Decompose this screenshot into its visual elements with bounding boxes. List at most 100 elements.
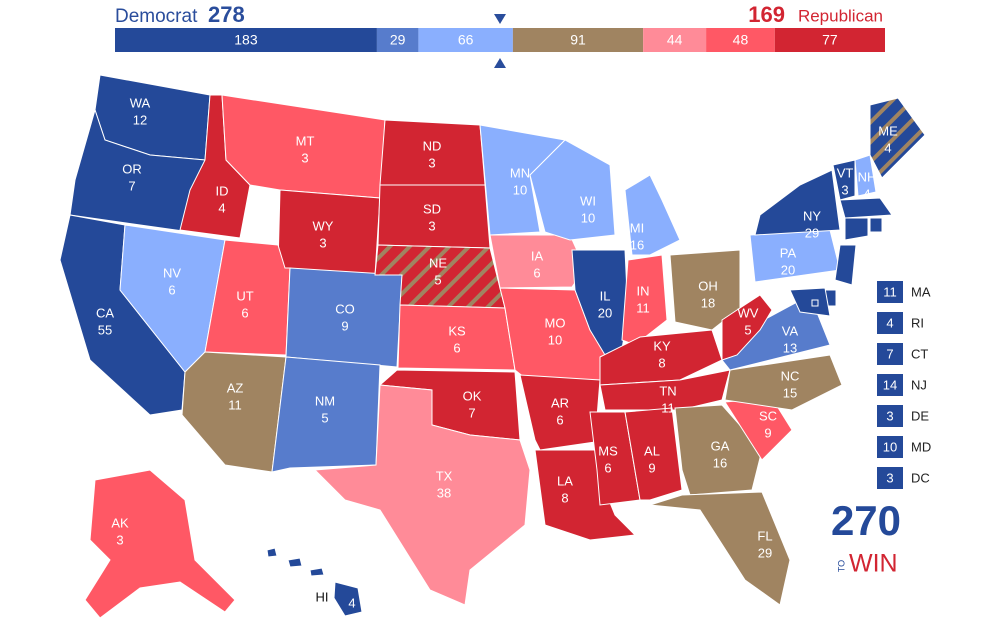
logo: 270 TO WIN <box>831 497 901 578</box>
state-shape <box>266 547 278 558</box>
state-votes: 11 <box>636 300 650 315</box>
state-votes: 5 <box>434 272 441 287</box>
seat-bar: 183 29 66 91 44 48 77 <box>115 28 885 52</box>
state-votes: 3 <box>116 532 123 547</box>
state-votes: 4 <box>218 200 225 215</box>
state-shape <box>621 254 668 346</box>
state-shape <box>69 108 206 233</box>
state-votes: 29 <box>805 225 819 240</box>
side-box <box>877 281 903 303</box>
state-abbr: VA <box>782 323 799 338</box>
state-abbr: PA <box>780 245 797 260</box>
state-abbr: AK <box>111 515 129 530</box>
bar-segment <box>643 28 707 52</box>
side-box <box>877 405 903 427</box>
logo-number: 270 <box>831 497 901 544</box>
side-votes: 10 <box>883 439 897 454</box>
state-abbr: NH <box>858 169 877 184</box>
state-abbr: WA <box>130 95 151 110</box>
state-votes: 6 <box>453 340 460 355</box>
state-votes: 5 <box>321 410 328 425</box>
bar-segment <box>376 28 419 52</box>
midpoint-arrow-bottom <box>494 58 506 68</box>
state-shape <box>377 184 491 249</box>
state-abbr: NC <box>781 368 800 383</box>
state-shape <box>519 374 601 451</box>
state-votes: 5 <box>744 322 751 337</box>
side-votes: 3 <box>886 408 893 423</box>
bar-segment-label: 77 <box>822 32 838 48</box>
state-votes: 6 <box>604 460 611 475</box>
state-shape <box>674 404 763 496</box>
state-votes: 11 <box>661 400 675 415</box>
state-votes: 20 <box>781 262 795 277</box>
state-votes: 20 <box>598 305 612 320</box>
state-shape <box>721 294 773 361</box>
state-abbr: OK <box>463 388 482 403</box>
bar-segment <box>418 28 513 52</box>
side-box <box>877 343 903 365</box>
side-abbr: MD <box>911 439 931 454</box>
state-abbr: TN <box>659 383 676 398</box>
bar-segment <box>774 28 885 52</box>
state-votes: 6 <box>533 265 540 280</box>
state-votes: 13 <box>783 340 797 355</box>
state-abbr: KS <box>448 323 466 338</box>
state-shape <box>832 159 856 201</box>
state-abbr: AR <box>551 395 569 410</box>
state-shape <box>869 97 926 179</box>
state-abbr: CO <box>335 301 355 316</box>
state-abbr: IN <box>637 283 650 298</box>
state-abbr: MN <box>510 165 530 180</box>
bar-segment-label: 48 <box>733 32 749 48</box>
state-abbr: SC <box>759 408 777 423</box>
state-votes: 4 <box>348 595 355 610</box>
state-votes: 3 <box>301 150 308 165</box>
states <box>59 74 926 619</box>
state-votes: 9 <box>764 425 771 440</box>
state-shape <box>624 174 681 256</box>
state-abbr: ID <box>216 183 229 198</box>
state-shape <box>333 581 363 617</box>
state-votes: 6 <box>556 412 563 427</box>
state-shape <box>869 217 883 233</box>
state-abbr: MT <box>296 133 315 148</box>
state-shape <box>271 356 381 473</box>
state-votes: 4 <box>863 186 870 201</box>
state-votes: 29 <box>758 545 772 560</box>
bar-segment-label: 29 <box>390 32 406 48</box>
state-shape <box>754 169 841 236</box>
rep-total: 169 <box>748 2 785 27</box>
state-shape <box>834 244 857 286</box>
state-votes: 8 <box>658 355 665 370</box>
state-shape <box>649 491 791 606</box>
state-abbr: NV <box>163 265 181 280</box>
state-abbr: FL <box>757 528 772 543</box>
state-abbr: VT <box>837 165 854 180</box>
state-votes: 7 <box>128 178 135 193</box>
state-votes: 12 <box>133 112 147 127</box>
state-votes: 6 <box>168 282 175 297</box>
logo-win: WIN <box>849 550 898 578</box>
state-shape <box>811 299 819 307</box>
state-abbr: WI <box>580 193 596 208</box>
side-abbr: DE <box>911 408 929 423</box>
state-shape <box>285 267 403 368</box>
state-votes: 16 <box>630 237 644 252</box>
bar-segment-label: 183 <box>234 32 258 48</box>
state-shape <box>529 139 616 241</box>
state-shape <box>309 567 325 577</box>
dem-label: Democrat <box>115 6 198 27</box>
state-abbr: IL <box>600 288 611 303</box>
state-abbr: OR <box>122 161 142 176</box>
rep-label: Republican <box>798 6 883 25</box>
state-abbr: MS <box>598 443 618 458</box>
dem-total: 278 <box>208 2 245 27</box>
state-votes: 8 <box>561 490 568 505</box>
side-abbr: RI <box>911 315 924 330</box>
state-abbr: NM <box>315 393 335 408</box>
side-votes: 14 <box>883 377 897 392</box>
state-abbr: TX <box>436 468 453 483</box>
